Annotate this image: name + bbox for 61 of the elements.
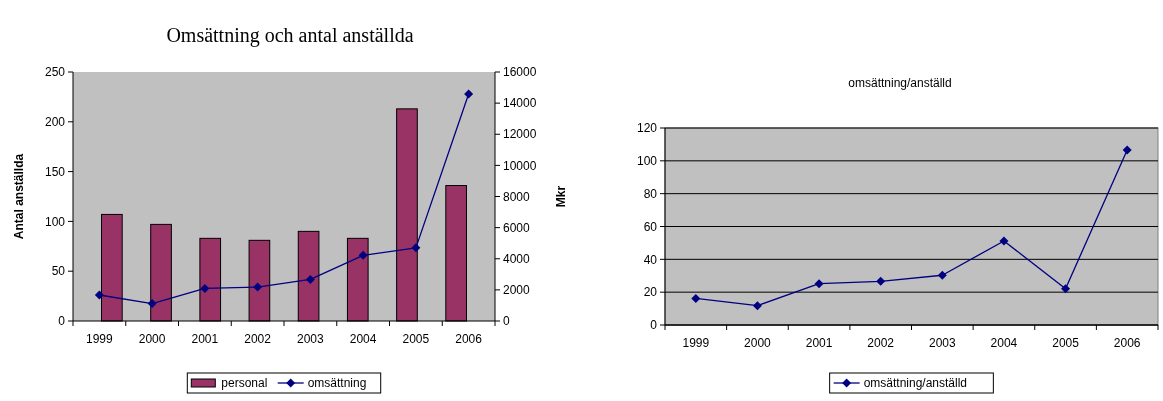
y2-tick-label: 16000 bbox=[503, 65, 537, 80]
point bbox=[876, 276, 886, 286]
y-tick-label: 0 bbox=[58, 314, 66, 329]
x-tick-label: 2006 bbox=[455, 332, 483, 346]
x-tick-label: 2002 bbox=[867, 336, 895, 350]
x-tick-label: 2005 bbox=[402, 332, 430, 346]
x-tick-label: 2002 bbox=[244, 332, 272, 346]
y2-tick-label: 6000 bbox=[503, 220, 531, 235]
point bbox=[305, 274, 315, 284]
y-tick-label: 40 bbox=[643, 252, 658, 267]
legend-label: omsättning bbox=[307, 376, 367, 391]
point bbox=[1122, 145, 1132, 155]
point bbox=[464, 89, 474, 99]
x-tick-label: 2004 bbox=[349, 332, 377, 346]
point bbox=[691, 293, 701, 303]
chart-title: omsättning/anställd bbox=[848, 76, 952, 90]
y2-tick-label: 2000 bbox=[503, 283, 531, 298]
x-tick-label: 2003 bbox=[297, 332, 325, 346]
x-tick-label: 2000 bbox=[744, 336, 772, 350]
x-tick-label: 2000 bbox=[138, 332, 166, 346]
y2-tick-label: 12000 bbox=[503, 127, 537, 142]
y2-tick-label: 4000 bbox=[503, 251, 531, 266]
x-tick-label: 2005 bbox=[1052, 336, 1080, 350]
y-tick-label: 0 bbox=[650, 318, 658, 333]
point bbox=[147, 299, 157, 309]
point bbox=[937, 270, 947, 280]
x-tick-label: 2003 bbox=[928, 336, 956, 350]
y-tick-label: 20 bbox=[643, 285, 658, 300]
x-tick-label: 2001 bbox=[191, 332, 219, 346]
y2-tick-label: 8000 bbox=[503, 189, 531, 204]
point bbox=[358, 250, 368, 260]
x-tick-label: 2001 bbox=[805, 336, 833, 350]
point bbox=[752, 301, 762, 311]
y2-tick-label: 14000 bbox=[503, 96, 537, 111]
y-tick-label: 50 bbox=[51, 264, 66, 279]
x-tick-label: 2004 bbox=[990, 336, 1018, 350]
y-tick-label: 80 bbox=[643, 186, 658, 201]
point bbox=[814, 279, 824, 289]
y-tick-label: 100 bbox=[44, 214, 66, 229]
y2-tick-label: 0 bbox=[503, 314, 510, 329]
y-tick-label: 200 bbox=[44, 115, 66, 129]
x-tick-label: 2006 bbox=[1113, 336, 1141, 350]
y-tick-label: 60 bbox=[643, 219, 658, 234]
x-tick-label: 1999 bbox=[682, 336, 710, 350]
y-tick-label: 100 bbox=[636, 154, 658, 169]
y-tick-label: 120 bbox=[636, 121, 658, 136]
legend-label: personal bbox=[221, 376, 268, 391]
point bbox=[999, 236, 1009, 246]
point bbox=[1061, 284, 1071, 294]
y2-tick-label: 10000 bbox=[503, 158, 537, 173]
y-tick-label: 150 bbox=[44, 164, 66, 179]
chart-title: Omsättning och antal anställda bbox=[166, 24, 414, 47]
point bbox=[411, 243, 421, 253]
y-tick-label: 250 bbox=[44, 65, 66, 80]
y-axis-title: Antal anställda bbox=[12, 153, 26, 240]
point bbox=[253, 282, 263, 292]
legend-label: omsättning/anställd bbox=[863, 376, 968, 391]
y2-axis-title: Mkr bbox=[554, 185, 568, 208]
point bbox=[200, 283, 210, 293]
point bbox=[94, 290, 104, 300]
x-tick-label: 1999 bbox=[86, 332, 114, 346]
